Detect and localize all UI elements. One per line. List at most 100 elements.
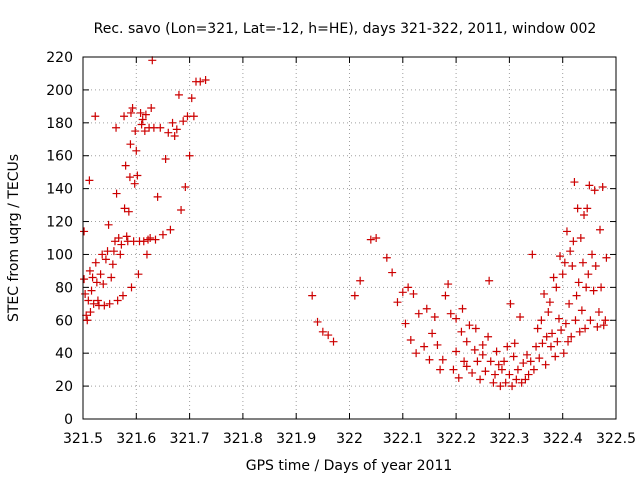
data-point bbox=[537, 316, 546, 325]
data-point bbox=[121, 161, 130, 170]
data-point bbox=[409, 289, 418, 298]
data-point bbox=[491, 370, 500, 379]
data-point bbox=[508, 382, 517, 391]
data-point bbox=[116, 250, 125, 259]
data-point bbox=[126, 108, 135, 117]
data-point bbox=[101, 255, 110, 264]
data-point bbox=[598, 182, 607, 191]
data-point bbox=[509, 352, 518, 361]
data-point bbox=[513, 365, 522, 374]
data-point bbox=[596, 225, 605, 234]
data-point bbox=[372, 234, 381, 242]
data-point bbox=[81, 289, 90, 298]
data-point bbox=[601, 316, 610, 325]
data-point bbox=[556, 252, 565, 261]
data-point bbox=[86, 308, 95, 317]
data-point bbox=[481, 367, 490, 376]
data-point bbox=[412, 349, 421, 358]
data-point bbox=[506, 299, 515, 308]
data-point bbox=[468, 368, 477, 377]
data-point bbox=[196, 77, 205, 86]
data-point bbox=[484, 332, 493, 341]
data-point bbox=[585, 181, 594, 190]
data-point bbox=[471, 324, 480, 333]
data-point bbox=[92, 278, 101, 287]
data-point bbox=[420, 342, 429, 351]
data-point bbox=[91, 112, 100, 121]
data-point bbox=[489, 378, 498, 387]
data-point bbox=[532, 342, 541, 351]
grid-lines bbox=[83, 57, 616, 419]
data-point bbox=[382, 253, 391, 262]
data-point bbox=[593, 322, 602, 331]
data-point bbox=[185, 151, 194, 160]
x-tick-label: 322.4 bbox=[543, 431, 583, 447]
data-point bbox=[544, 308, 553, 317]
y-tick-label: 100 bbox=[46, 247, 73, 263]
data-point bbox=[581, 324, 590, 333]
data-point bbox=[565, 299, 574, 308]
data-point bbox=[540, 289, 549, 298]
data-point bbox=[308, 291, 317, 300]
data-point bbox=[83, 316, 92, 325]
data-point bbox=[130, 179, 139, 188]
data-point bbox=[156, 123, 165, 132]
data-point bbox=[575, 327, 584, 336]
data-point bbox=[567, 332, 576, 341]
data-point bbox=[454, 373, 463, 382]
data-point bbox=[574, 278, 583, 287]
x-tick-label: 321.8 bbox=[223, 431, 263, 447]
data-point bbox=[496, 382, 505, 391]
y-tick-label: 0 bbox=[64, 412, 73, 428]
data-point bbox=[526, 357, 535, 366]
data-point bbox=[140, 127, 149, 136]
data-point bbox=[80, 227, 89, 236]
data-point bbox=[118, 291, 127, 300]
data-point bbox=[117, 240, 126, 249]
data-point bbox=[577, 306, 586, 315]
data-point bbox=[181, 182, 190, 191]
data-point bbox=[128, 104, 137, 113]
y-tick-label: 220 bbox=[46, 50, 73, 66]
data-point bbox=[568, 261, 577, 270]
data-point bbox=[398, 288, 407, 297]
data-point bbox=[444, 280, 453, 289]
data-point bbox=[501, 378, 510, 387]
data-point bbox=[560, 258, 569, 267]
data-point bbox=[146, 234, 155, 242]
data-point bbox=[436, 365, 445, 374]
data-point bbox=[465, 321, 474, 330]
data-point bbox=[541, 360, 550, 369]
data-point bbox=[510, 339, 519, 348]
data-point bbox=[113, 296, 122, 305]
data-point bbox=[492, 347, 501, 356]
data-point bbox=[500, 357, 509, 366]
data-point bbox=[168, 118, 177, 127]
data-point bbox=[578, 258, 587, 267]
data-point bbox=[561, 319, 570, 328]
data-point bbox=[112, 123, 121, 132]
y-tick-label: 40 bbox=[55, 346, 73, 362]
data-point bbox=[446, 309, 455, 318]
data-point bbox=[485, 276, 494, 285]
data-point bbox=[460, 357, 469, 366]
data-point bbox=[141, 110, 150, 119]
x-tick-label: 322.5 bbox=[596, 431, 636, 447]
data-point bbox=[503, 342, 512, 351]
data-point bbox=[564, 337, 573, 346]
data-point bbox=[131, 127, 140, 136]
y-tick-label: 140 bbox=[46, 182, 73, 198]
data-point bbox=[406, 336, 415, 345]
data-point bbox=[414, 309, 423, 318]
data-point bbox=[105, 299, 114, 308]
data-point bbox=[546, 342, 555, 351]
data-point bbox=[476, 375, 485, 384]
data-point bbox=[569, 237, 578, 246]
data-point bbox=[591, 261, 600, 270]
data-point bbox=[151, 235, 160, 244]
data-point bbox=[356, 276, 365, 285]
x-tick-label: 322.1 bbox=[383, 431, 423, 447]
data-point bbox=[573, 204, 582, 213]
y-tick-label: 60 bbox=[55, 313, 73, 329]
data-point bbox=[457, 327, 466, 336]
